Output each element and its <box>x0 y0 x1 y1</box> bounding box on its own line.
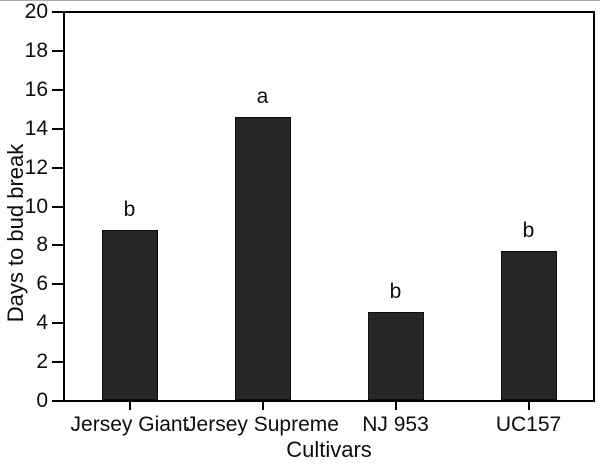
y-tick <box>52 283 63 286</box>
y-tick-label: 14 <box>24 116 48 140</box>
x-tick-label: Jersey Supreme <box>186 413 339 436</box>
x-tick <box>527 402 530 410</box>
x-axis-title: Cultivars <box>286 437 372 462</box>
y-tick-label: 2 <box>36 350 48 374</box>
y-tick <box>52 49 63 52</box>
y-tick-label: 10 <box>24 194 48 218</box>
x-tick <box>261 402 264 410</box>
y-tick <box>52 88 63 91</box>
y-tick-label: 6 <box>36 272 48 296</box>
y-tick <box>52 400 63 402</box>
x-tick <box>128 402 131 410</box>
bar <box>500 251 557 400</box>
bar-significance-letter: b <box>123 197 136 221</box>
y-tick <box>52 11 63 13</box>
y-tick <box>52 205 63 208</box>
bar-significance-letter: a <box>256 85 269 109</box>
bar <box>367 311 424 400</box>
y-tick <box>52 127 63 130</box>
y-tick <box>52 244 63 247</box>
x-tick-label: UC157 <box>495 413 562 436</box>
y-tick <box>52 166 63 169</box>
y-tick-label: 0 <box>36 389 48 412</box>
bar-significance-letter: b <box>522 219 535 243</box>
bar <box>101 229 158 400</box>
y-tick-label: 16 <box>24 77 48 101</box>
y-tick <box>52 322 63 325</box>
x-tick <box>394 402 397 410</box>
bar-significance-letter: b <box>389 279 402 303</box>
x-tick-label: Jersey Giant <box>70 413 189 436</box>
bar <box>234 117 291 400</box>
y-tick-label: 8 <box>36 233 48 257</box>
x-tick-label: NJ 953 <box>362 413 429 436</box>
y-tick-label: 18 <box>24 38 48 62</box>
y-tick <box>52 361 63 364</box>
y-tick-label: 4 <box>36 311 48 335</box>
y-tick-label: 12 <box>24 155 48 179</box>
y-tick-label: 20 <box>24 0 48 23</box>
